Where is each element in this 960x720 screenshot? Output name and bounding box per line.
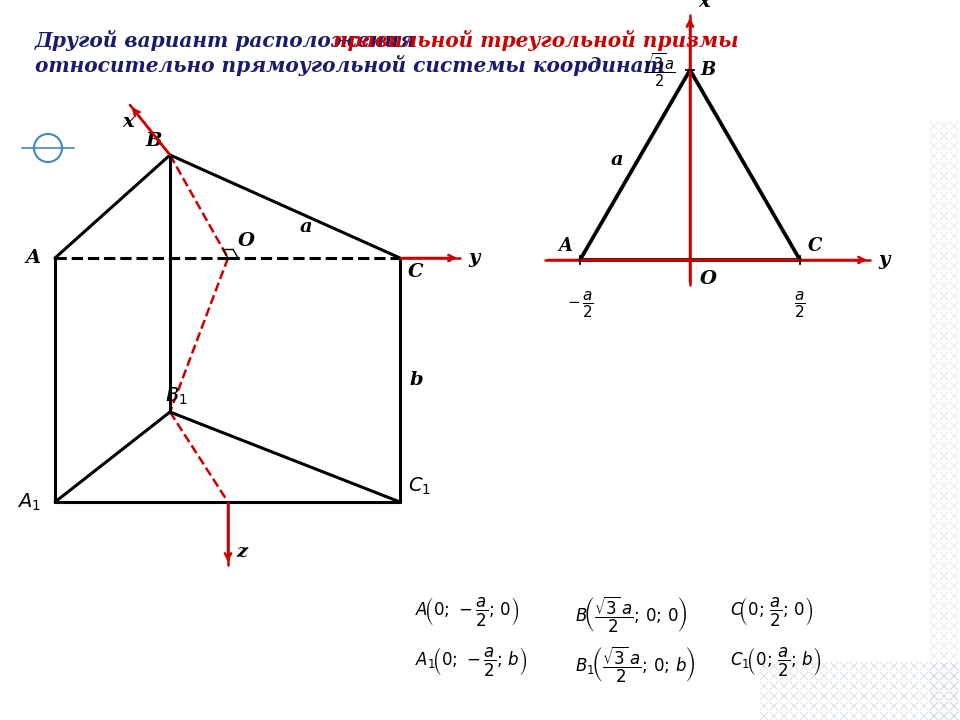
- Text: y: y: [468, 249, 479, 267]
- Text: $A_1\!\left(0;\,-\dfrac{a}{2};\,b\right)$: $A_1\!\left(0;\,-\dfrac{a}{2};\,b\right)…: [415, 645, 527, 678]
- Text: $C_1\!\left(0;\,\dfrac{a}{2};\,b\right)$: $C_1\!\left(0;\,\dfrac{a}{2};\,b\right)$: [730, 645, 822, 678]
- Text: A: A: [26, 249, 41, 267]
- Text: y: y: [878, 251, 889, 269]
- Text: x: x: [698, 0, 709, 11]
- Text: $C\!\left(0;\,\dfrac{a}{2};\,0\right)$: $C\!\left(0;\,\dfrac{a}{2};\,0\right)$: [730, 595, 813, 628]
- Text: a: a: [611, 151, 623, 169]
- Text: z: z: [236, 543, 247, 561]
- Text: $B\!\left(\dfrac{\sqrt{3}\,a}{2};\,0;\,0\right)$: $B\!\left(\dfrac{\sqrt{3}\,a}{2};\,0;\,0…: [575, 595, 687, 635]
- Text: Другой вариант расположения: Другой вариант расположения: [35, 30, 423, 51]
- Text: $A\!\left(0;\,-\dfrac{a}{2};\,0\right)$: $A\!\left(0;\,-\dfrac{a}{2};\,0\right)$: [415, 595, 519, 628]
- Text: B: B: [146, 132, 162, 150]
- Text: C: C: [808, 237, 823, 255]
- Text: B: B: [700, 61, 715, 79]
- Text: a: a: [300, 218, 313, 236]
- Text: b: b: [410, 371, 423, 389]
- Text: $-\,\dfrac{a}{2}$: $-\,\dfrac{a}{2}$: [566, 290, 593, 320]
- Text: O: O: [238, 232, 255, 250]
- Text: $\dfrac{a}{2}$: $\dfrac{a}{2}$: [794, 290, 805, 320]
- Text: C: C: [408, 263, 423, 281]
- Text: $A_1$: $A_1$: [17, 491, 41, 513]
- Text: $B_1\!\left(\dfrac{\sqrt{3}\,a}{2};\,0;\,b\right)$: $B_1\!\left(\dfrac{\sqrt{3}\,a}{2};\,0;\…: [575, 645, 696, 685]
- Text: O: O: [700, 270, 717, 288]
- Text: $B_1$: $B_1$: [165, 386, 188, 407]
- Text: относительно прямоугольной системы координат: относительно прямоугольной системы коорд…: [35, 55, 665, 76]
- Text: x: x: [122, 113, 133, 131]
- Text: правильной треугольной призмы: правильной треугольной призмы: [333, 30, 738, 51]
- Text: $\dfrac{\sqrt{3}a}{2}$: $\dfrac{\sqrt{3}a}{2}$: [643, 51, 676, 89]
- Text: $C_1$: $C_1$: [408, 476, 431, 497]
- Text: A: A: [558, 237, 572, 255]
